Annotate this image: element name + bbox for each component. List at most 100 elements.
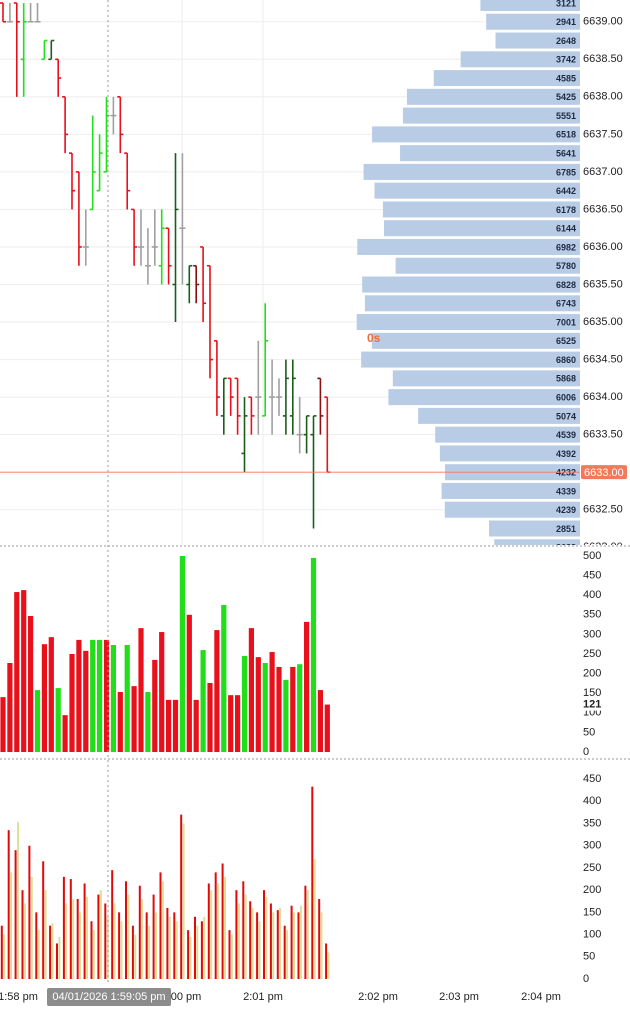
y-tick-label: 6636.50 <box>583 203 623 215</box>
volume-bar <box>69 654 75 752</box>
paired-bar <box>249 901 252 979</box>
profile-label: 6982 <box>556 242 576 252</box>
profile-label: 6144 <box>556 224 576 234</box>
profile-bar <box>400 145 580 162</box>
profile-label: 6525 <box>556 336 576 346</box>
profile-bar <box>406 88 580 105</box>
y-tick-label: 250 <box>583 648 601 660</box>
profile-bar <box>362 276 580 293</box>
paired-bar <box>92 930 95 979</box>
profile-label: 5425 <box>556 92 576 102</box>
paired-bar <box>325 943 328 979</box>
paired-bar <box>106 916 109 979</box>
volume-bar <box>276 666 282 752</box>
volume-bar <box>269 652 275 752</box>
paired-bar <box>304 885 307 979</box>
volume-bar <box>214 630 220 752</box>
paired-bar <box>180 814 183 979</box>
profile-bar <box>374 182 580 199</box>
paired-bar <box>306 890 309 979</box>
paired-bar <box>203 916 206 979</box>
profile-bar <box>444 501 580 518</box>
profile-label: 6006 <box>556 392 576 402</box>
paired-bar <box>58 936 61 979</box>
paired-bar <box>152 894 155 979</box>
paired-bar <box>235 890 238 979</box>
profile-bar <box>372 126 580 143</box>
volume-bar <box>21 590 27 752</box>
last-price-box <box>581 465 627 480</box>
paired-bar <box>56 943 58 979</box>
volume-bar <box>290 666 296 752</box>
volume-bar <box>145 692 151 752</box>
paired-bar <box>37 930 40 979</box>
profile-label: 6860 <box>556 355 576 365</box>
paired-bar <box>279 907 282 979</box>
profile-bar <box>357 238 580 255</box>
paired-bar <box>265 896 268 979</box>
y-tick-label: 500 <box>583 550 601 562</box>
paired-bar <box>62 876 65 979</box>
annotation: 0s <box>367 331 381 345</box>
paired-bar <box>242 881 245 979</box>
paired-bar <box>318 899 321 979</box>
y-tick-label: 6634.00 <box>583 391 623 403</box>
paired-bar <box>161 881 164 979</box>
volume-bar <box>124 644 130 752</box>
profile-label: 6178 <box>556 205 576 215</box>
last-price-label: 6633.00 <box>584 467 624 479</box>
paired-bar <box>155 912 157 979</box>
volume-bar <box>14 592 20 752</box>
volume-bar <box>48 637 54 752</box>
profile-bar <box>494 539 580 545</box>
volume-bar <box>304 621 310 752</box>
profile-bar <box>489 520 580 537</box>
y-tick-label: 0 <box>583 746 589 758</box>
volume-bar <box>83 650 89 752</box>
x-tick-label: 2:02 pm <box>358 991 398 1003</box>
profile-bar <box>495 32 580 49</box>
paired-bar <box>49 925 52 979</box>
paired-bar <box>118 912 121 979</box>
y-tick-label: 6639.00 <box>583 16 623 28</box>
paired-bar <box>97 894 100 979</box>
y-tick-label: 150 <box>583 906 601 918</box>
profile-label: 4239 <box>556 505 576 515</box>
paired-bar <box>221 863 224 979</box>
profile-bar <box>364 295 580 312</box>
y-tick-label: 50 <box>583 951 595 963</box>
paired-bar <box>44 890 47 979</box>
profile-label: 4339 <box>556 486 576 496</box>
y-tick-label: 6634.50 <box>583 353 623 365</box>
volume-bar <box>76 639 82 752</box>
paired-bar <box>30 876 33 979</box>
paired-bar <box>90 921 93 979</box>
profile-label: 5868 <box>556 374 576 384</box>
y-tick-label: 6637.00 <box>583 166 623 178</box>
y-tick-label: 350 <box>583 817 601 829</box>
profile-bar <box>392 370 580 387</box>
y-tick-label: 6632.50 <box>583 504 623 516</box>
y-tick-label: 50 <box>583 726 595 738</box>
profile-bar <box>433 70 580 87</box>
volume-bar <box>310 557 317 752</box>
y-tick-label: 6636.00 <box>583 241 623 253</box>
paired-bar <box>320 912 323 979</box>
paired-bar <box>196 925 199 979</box>
paired-panel: 0 50 100 150 200 250 300 350 400 450 <box>0 773 601 985</box>
y-tick-label: 250 <box>583 862 601 874</box>
profile-bar <box>480 0 580 12</box>
paired-bar <box>210 890 213 979</box>
paired-bar <box>189 936 192 979</box>
paired-bar <box>86 896 88 979</box>
profile-bar <box>371 332 580 349</box>
profile-label: 6828 <box>556 280 576 290</box>
y-tick-label: 6633.50 <box>583 429 623 441</box>
x-tick-label: 2:03 pm <box>439 991 479 1003</box>
y-tick-label: 6632.00 <box>583 541 623 553</box>
volume-bar <box>283 679 289 752</box>
volume-bar <box>90 639 96 752</box>
paired-bar <box>258 921 261 979</box>
